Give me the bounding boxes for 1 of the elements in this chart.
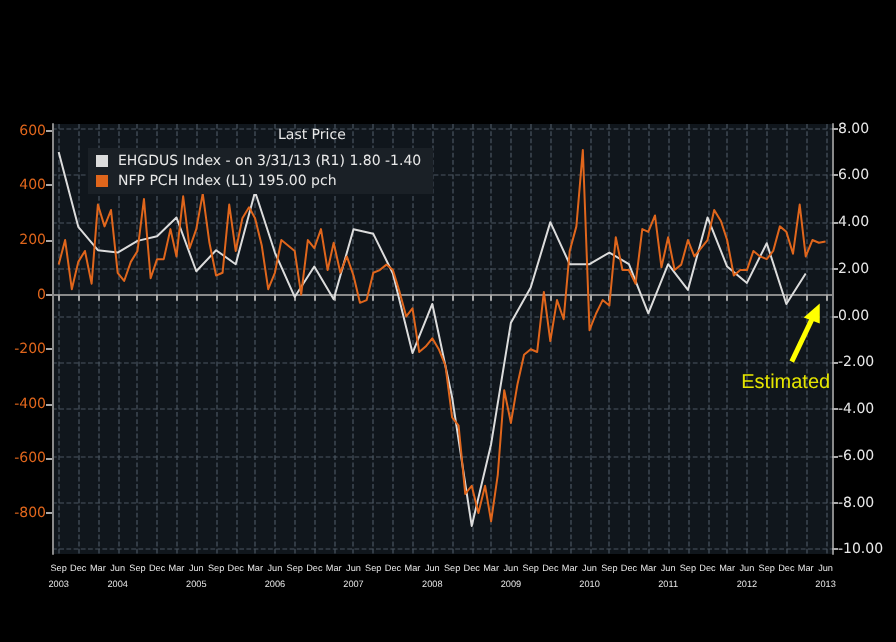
- annotation: Estimated: [741, 371, 831, 394]
